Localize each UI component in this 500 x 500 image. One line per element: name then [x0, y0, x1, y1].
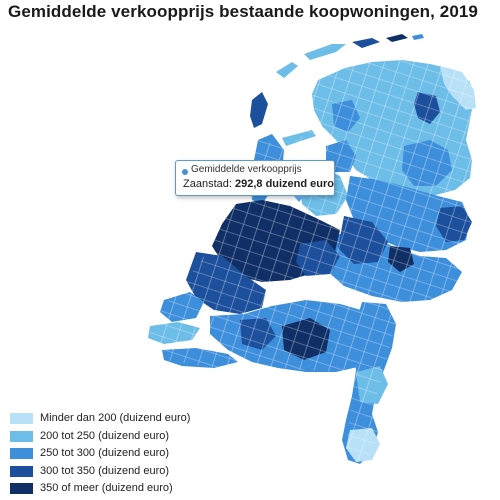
tooltip-value: 292,8 duizend euro	[234, 178, 335, 190]
series-dot-icon	[182, 169, 188, 175]
tooltip-series-label: Gemiddelde verkoopprijs	[191, 164, 302, 175]
island-rottum[interactable]	[412, 34, 424, 40]
legend-item[interactable]: 250 tot 300 (duizend euro)	[10, 447, 270, 465]
island-vlieland[interactable]	[276, 62, 298, 78]
legend-swatch	[10, 430, 33, 442]
legend-label: 250 tot 300 (duizend euro)	[40, 447, 170, 459]
legend-label: 350 of meer (duizend euro)	[40, 482, 173, 494]
map-tooltip: Gemiddelde verkoopprijs Zaanstad: 292,8 …	[175, 160, 335, 202]
map-legend: Minder dan 200 (duizend euro) 200 tot 25…	[10, 412, 270, 500]
island-schiermonnikoog[interactable]	[386, 34, 408, 42]
legend-swatch	[10, 448, 33, 459]
legend-item[interactable]: 200 tot 250 (duizend euro)	[10, 430, 270, 448]
island-terschelling[interactable]	[304, 44, 346, 60]
legend-item[interactable]: 300 tot 350 (duizend euro)	[10, 465, 270, 483]
legend-label: Minder dan 200 (duizend euro)	[40, 412, 191, 424]
legend-item[interactable]: Minder dan 200 (duizend euro)	[10, 412, 270, 430]
legend-label: 200 tot 250 (duizend euro)	[40, 429, 170, 442]
tooltip-pointer-icon	[293, 195, 305, 202]
tooltip-value-line: Zaanstad: 292,8 duizend euro	[183, 178, 334, 190]
tooltip-municipality: Zaanstad:	[183, 178, 232, 190]
island-texel[interactable]	[250, 92, 268, 128]
legend-swatch	[10, 483, 33, 494]
legend-swatch	[10, 465, 33, 477]
page-title: Gemiddelde verkoopprijs bestaande koopwo…	[8, 2, 478, 21]
legend-swatch	[10, 413, 33, 424]
island-ameland[interactable]	[352, 38, 380, 48]
legend-label: 300 tot 350 (duizend euro)	[40, 464, 170, 477]
legend-item[interactable]: 350 of meer (duizend euro)	[10, 482, 270, 500]
